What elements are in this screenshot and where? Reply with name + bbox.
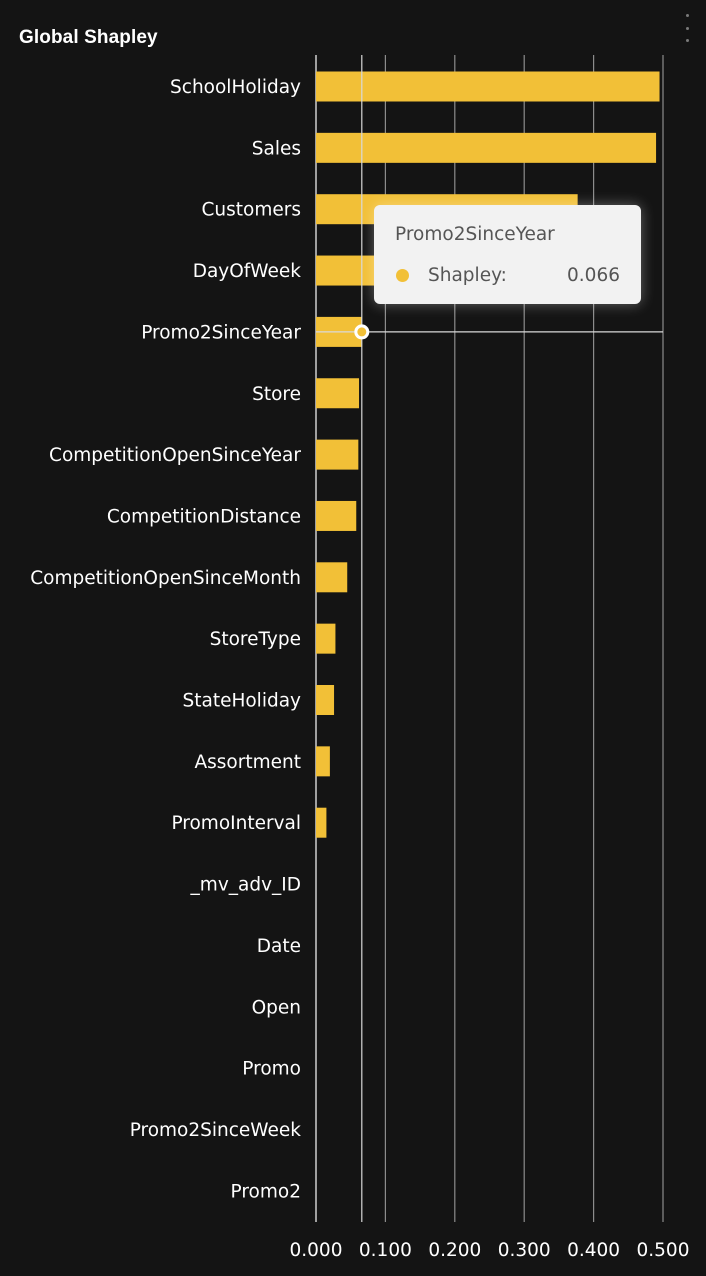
bars	[316, 71, 660, 838]
category-label: Promo	[242, 1059, 301, 1080]
category-label: CompetitionOpenSinceYear	[49, 445, 301, 466]
tooltip-series-dot	[396, 269, 409, 282]
category-label: DayOfWeek	[193, 261, 302, 282]
tooltip: Promo2SinceYear Shapley: 0.066	[374, 205, 641, 304]
bar	[316, 746, 330, 777]
bar	[316, 71, 660, 102]
tooltip-value: 0.066	[567, 265, 620, 286]
bar	[316, 807, 327, 838]
category-label: Assortment	[195, 752, 302, 773]
category-label: Promo2SinceYear	[141, 322, 301, 343]
bar	[316, 623, 336, 654]
x-tick-labels: 0.000 0.100 0.200 0.300 0.400 0.500	[290, 1240, 690, 1261]
x-tick-label: 0.300	[498, 1240, 551, 1261]
category-label: Customers	[201, 200, 301, 221]
category-label: Store	[252, 384, 301, 405]
category-label: StateHoliday	[182, 691, 301, 712]
x-tick-label: 0.100	[359, 1240, 412, 1261]
category-labels: SchoolHoliday Sales Customers DayOfWeek Prom…	[30, 77, 301, 1202]
highlight-point	[354, 324, 370, 340]
tooltip-title: Promo2SinceYear	[395, 224, 555, 245]
tooltip-label: Shapley:	[428, 265, 507, 286]
bar	[316, 562, 348, 593]
category-label: SchoolHoliday	[170, 77, 301, 98]
bar	[316, 685, 335, 715]
category-label: Open	[252, 997, 301, 1018]
category-label: CompetitionOpenSinceMonth	[30, 568, 301, 589]
bar	[316, 439, 359, 470]
category-label: Date	[257, 936, 301, 957]
bar	[316, 378, 360, 409]
chart-title: Global Shapley	[19, 27, 158, 48]
x-tick-label: 0.500	[637, 1240, 690, 1261]
category-label: _mv_adv_ID	[190, 875, 301, 896]
bar	[316, 132, 657, 163]
x-tick-label: 0.400	[567, 1240, 620, 1261]
x-tick-label: 0.200	[428, 1240, 481, 1261]
more-vertical-icon[interactable]	[678, 14, 696, 42]
category-label: Promo2SinceWeek	[130, 1120, 302, 1141]
category-label: StoreType	[210, 629, 301, 650]
crosshair	[316, 55, 663, 1222]
category-label: PromoInterval	[171, 813, 301, 834]
bar	[316, 500, 357, 531]
category-label: Sales	[252, 138, 301, 159]
category-label: CompetitionDistance	[107, 506, 301, 527]
x-tick-label: 0.000	[290, 1240, 343, 1261]
category-label: Promo2	[231, 1181, 301, 1202]
